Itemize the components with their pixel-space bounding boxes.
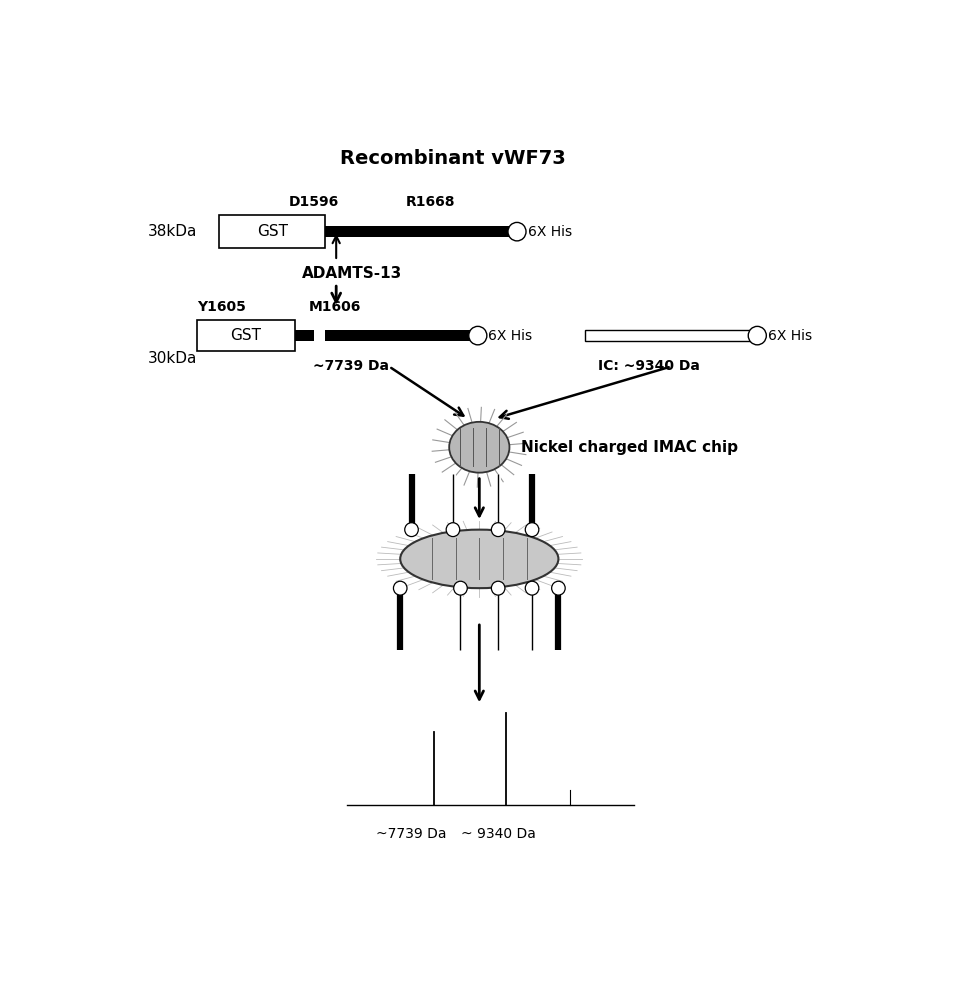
Bar bbox=[325, 226, 513, 237]
Text: ~ 9340 Da: ~ 9340 Da bbox=[461, 827, 536, 841]
Text: ~7739 Da: ~7739 Da bbox=[376, 827, 447, 841]
Circle shape bbox=[748, 326, 766, 345]
Circle shape bbox=[525, 523, 538, 537]
Bar bbox=[325, 330, 475, 341]
Text: Y1605: Y1605 bbox=[196, 300, 246, 314]
Circle shape bbox=[404, 523, 418, 537]
Circle shape bbox=[552, 581, 565, 595]
Circle shape bbox=[492, 581, 504, 595]
Text: 6X His: 6X His bbox=[529, 225, 573, 239]
Text: Recombinant vWF73: Recombinant vWF73 bbox=[340, 149, 566, 168]
Text: GST: GST bbox=[257, 224, 288, 239]
Bar bbox=[220, 215, 325, 248]
Text: ~7739 Da: ~7739 Da bbox=[313, 359, 389, 373]
Bar bbox=[295, 330, 314, 341]
Circle shape bbox=[446, 523, 460, 537]
Text: 6X His: 6X His bbox=[768, 329, 812, 343]
Bar bbox=[585, 330, 754, 341]
Text: ADAMTS-13: ADAMTS-13 bbox=[302, 266, 402, 282]
Ellipse shape bbox=[449, 422, 509, 473]
Circle shape bbox=[492, 523, 504, 537]
Circle shape bbox=[469, 326, 487, 345]
Text: GST: GST bbox=[230, 328, 261, 343]
Circle shape bbox=[525, 581, 538, 595]
Text: M1606: M1606 bbox=[308, 300, 361, 314]
Text: 30kDa: 30kDa bbox=[148, 351, 196, 366]
Text: IC: ~9340 Da: IC: ~9340 Da bbox=[598, 359, 700, 373]
Circle shape bbox=[394, 581, 407, 595]
Text: 38kDa: 38kDa bbox=[148, 224, 196, 239]
Bar bbox=[196, 320, 295, 351]
Circle shape bbox=[454, 581, 468, 595]
Text: 6X His: 6X His bbox=[488, 329, 533, 343]
Circle shape bbox=[508, 222, 526, 241]
Text: Nickel charged IMAC chip: Nickel charged IMAC chip bbox=[521, 440, 738, 455]
Text: D1596: D1596 bbox=[289, 195, 338, 209]
Ellipse shape bbox=[400, 530, 558, 588]
Text: R1668: R1668 bbox=[405, 195, 455, 209]
